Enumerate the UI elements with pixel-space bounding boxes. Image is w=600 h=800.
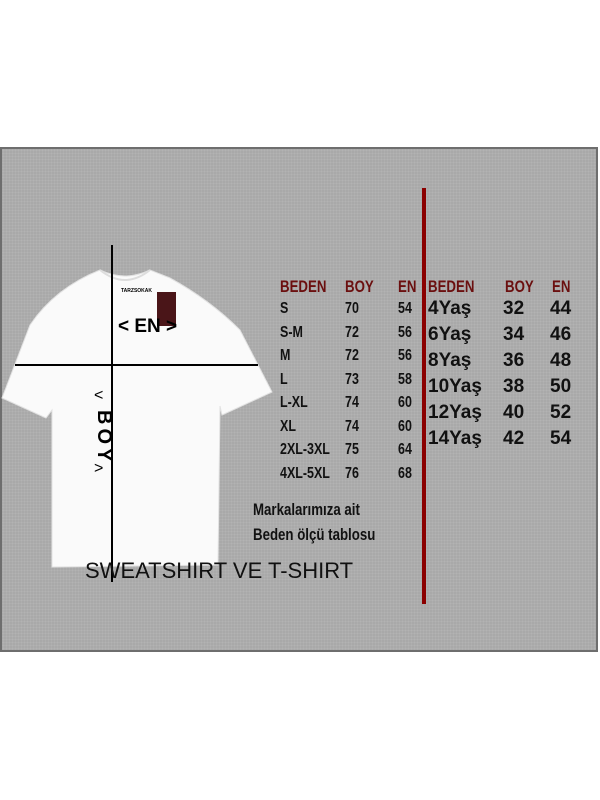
kids-header-en: EN [552, 277, 571, 296]
adult-cell: 56 [398, 347, 412, 364]
kids-cell: 14Yaş [428, 428, 482, 449]
note-line-1: Markalarımıza ait [253, 500, 360, 519]
adult-cell: XL [280, 417, 296, 435]
kids-header-boy: BOY [505, 277, 534, 296]
kids-cell: 12Yaş [428, 402, 482, 423]
kids-cell: 34 [503, 324, 525, 345]
kids-cell: 52 [550, 402, 572, 423]
kids-cell: 40 [503, 402, 525, 423]
kids-cell: 44 [550, 298, 572, 319]
length-label: BOY [93, 410, 115, 466]
adult-cell: 2XL-3XL [280, 441, 330, 458]
adult-cell: 74 [345, 394, 359, 411]
kids-cell: 48 [550, 350, 572, 371]
adult-cell: 60 [398, 394, 412, 411]
tshirt-shape [1, 269, 273, 568]
adult-cell: 72 [345, 323, 359, 341]
adult-cell: 68 [398, 464, 412, 482]
adult-header-en: EN [398, 277, 417, 296]
adult-cell: 73 [345, 370, 359, 388]
kids-header-beden: BEDEN [428, 277, 475, 296]
adult-cell: S [280, 300, 289, 317]
adult-cell: L [280, 370, 288, 388]
kids-cell: 10Yaş [428, 376, 482, 397]
kids-cell: 32 [503, 298, 525, 319]
kids-cell: 54 [550, 428, 572, 449]
adult-header-beden: BEDEN [280, 277, 327, 296]
adult-cell: 75 [345, 441, 359, 458]
adult-header-boy: BOY [345, 277, 374, 296]
adult-cell: 56 [398, 323, 412, 341]
adult-cell: 74 [345, 417, 359, 435]
adult-cell: 76 [345, 464, 359, 482]
kids-cell: 46 [550, 324, 572, 345]
adult-cell: L-XL [280, 394, 308, 411]
adult-cell: 54 [398, 300, 412, 317]
note-line-2: Beden ölçü tablosu [253, 525, 376, 544]
kids-cell: 36 [503, 350, 525, 371]
footer-title: SWEATSHIRT VE T-SHIRT [85, 558, 354, 583]
hang-tag [157, 292, 176, 326]
adult-cell: 4XL-5XL [280, 464, 330, 482]
kids-cell: 4Yaş [428, 298, 472, 319]
adult-cell: 64 [398, 441, 412, 458]
adult-cell: 60 [398, 417, 412, 435]
kids-cell: 50 [550, 376, 572, 397]
brand-label: TARZSOKAK [121, 288, 153, 294]
adult-cell: 72 [345, 347, 359, 364]
adult-cell: M [280, 347, 291, 364]
adult-cell: 58 [398, 370, 412, 388]
kids-cell: 6Yaş [428, 324, 472, 345]
adult-cell: S-M [280, 323, 303, 341]
size-chart-panel [0, 147, 598, 652]
length-arrow-bottom: > [94, 460, 104, 477]
kids-cell: 42 [503, 428, 525, 449]
adult-cell: 70 [345, 300, 359, 317]
kids-cell: 38 [503, 376, 525, 397]
length-arrow-top: < [94, 387, 104, 404]
width-label: < EN > [118, 316, 178, 337]
kids-cell: 8Yaş [428, 350, 472, 371]
